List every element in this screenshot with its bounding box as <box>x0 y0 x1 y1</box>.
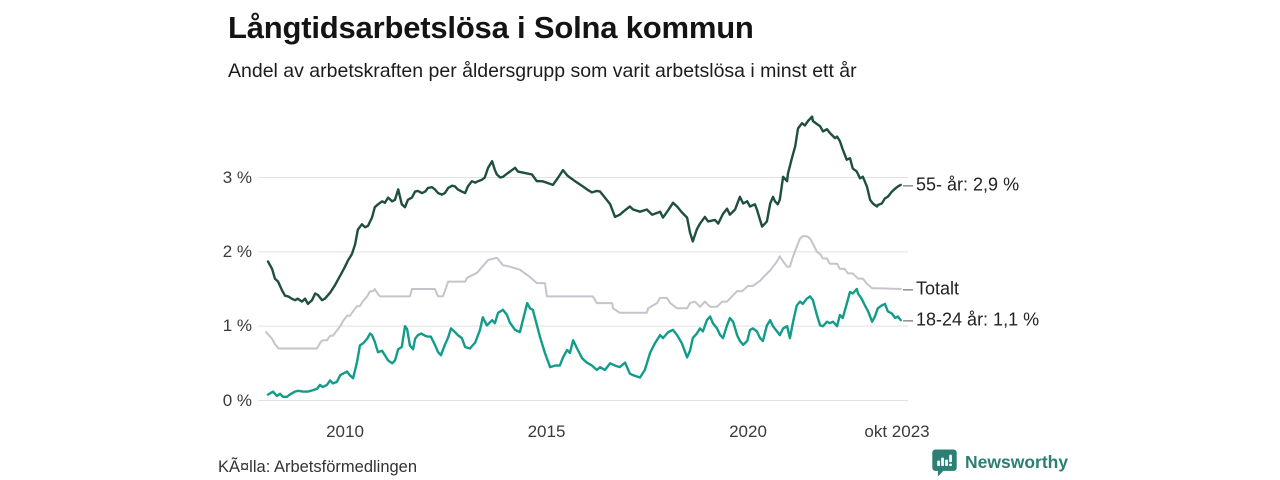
label-connector-dash: – <box>903 309 914 330</box>
series-line-55-r <box>266 115 902 306</box>
newsworthy-wordmark: Newsworthy <box>965 452 1069 472</box>
series-end-label-55-r: –55- år: 2,9 % <box>903 174 1019 195</box>
newsworthy-bubble-chart-icon <box>931 448 958 477</box>
series-end-label-Totalt: – Totalt <box>903 279 959 300</box>
y-tick-label: 2 % <box>222 241 252 261</box>
series-end-label-text: Totalt <box>916 278 960 299</box>
x-tick-label: 2015 <box>527 422 566 441</box>
newsworthy-logo: Newsworthy <box>931 448 1068 477</box>
y-tick-label: 1 % <box>222 316 252 336</box>
y-tick-label: 3 % <box>222 167 252 187</box>
chart-subtitle: Andel av arbetskraften per åldersgrupp s… <box>228 60 857 82</box>
x-tick-label: 2010 <box>326 422 364 441</box>
series-end-label-18-24r: –18-24 år: 1,1 % <box>903 310 1039 331</box>
x-tick-label: okt 2023 <box>864 422 930 441</box>
label-connector-dash: – <box>903 174 914 195</box>
label-connector-dash: – <box>903 278 914 299</box>
series-end-label-text: 18-24 år: 1,1 % <box>916 309 1040 330</box>
series-line-18-24r <box>266 287 902 398</box>
source-note: KÃ¤lla: Arbetsförmedlingen <box>218 458 418 476</box>
x-tick-label: 2020 <box>729 422 767 441</box>
chart-title: Långtidsarbetslösa i Solna kommun <box>228 10 754 45</box>
series-end-label-text: 55- år: 2,9 % <box>916 174 1020 195</box>
series-line-Totalt <box>265 235 902 350</box>
y-tick-label: 0 % <box>222 390 252 410</box>
